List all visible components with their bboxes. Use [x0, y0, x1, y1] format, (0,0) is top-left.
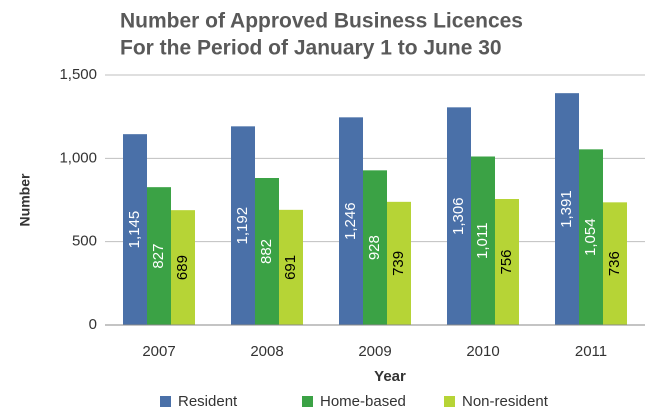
- data-label: 1,246: [342, 202, 359, 240]
- bar: [231, 126, 255, 325]
- bar: [171, 210, 195, 325]
- legend-swatch: [160, 396, 171, 407]
- data-label: 691: [282, 255, 299, 280]
- y-tick-label: 0: [89, 316, 97, 333]
- bar: [495, 199, 519, 325]
- bar: [147, 187, 171, 325]
- legend-swatch: [444, 396, 455, 407]
- data-label: 1,011: [474, 223, 491, 259]
- x-tick-label: 2007: [142, 343, 175, 360]
- data-label: 736: [606, 251, 623, 276]
- data-label: 882: [258, 239, 275, 264]
- data-label: 1,054: [582, 218, 599, 256]
- data-label: 928: [366, 235, 383, 260]
- bar: [363, 170, 387, 325]
- data-label: 739: [390, 251, 407, 276]
- chart-title: Number of Approved Business Licences: [120, 10, 523, 33]
- data-label: 1,145: [126, 211, 143, 249]
- bar: [579, 149, 603, 325]
- y-tick-label: 1,000: [59, 149, 97, 166]
- data-label: 1,192: [234, 207, 251, 245]
- bar: [339, 117, 363, 325]
- data-label: 1,306: [450, 197, 467, 235]
- bar: [279, 209, 303, 325]
- x-tick-label: 2009: [358, 343, 391, 360]
- data-label: 827: [150, 244, 167, 269]
- legend-label: Resident: [178, 393, 238, 410]
- data-label: 689: [174, 255, 191, 280]
- x-tick-label: 2011: [575, 343, 607, 360]
- x-axis-label: Year: [374, 368, 406, 385]
- bar: [471, 156, 495, 325]
- y-axis-label: Number: [17, 173, 33, 226]
- bar: [603, 202, 627, 325]
- legend-swatch: [302, 396, 313, 407]
- data-label: 756: [498, 249, 515, 274]
- legend-label: Home-based: [320, 393, 406, 410]
- x-tick-label: 2010: [466, 343, 499, 360]
- bar: [387, 201, 411, 325]
- bar: [447, 107, 471, 325]
- chart-subtitle: For the Period of January 1 to June 30: [120, 37, 502, 60]
- bar: [255, 178, 279, 325]
- x-tick-label: 2008: [250, 343, 283, 360]
- y-tick-label: 500: [72, 233, 97, 250]
- y-tick-label: 1,500: [59, 66, 97, 83]
- legend-label: Non-resident: [462, 393, 549, 410]
- bar: [123, 134, 147, 325]
- data-label: 1,391: [558, 190, 575, 228]
- bar: [555, 93, 579, 326]
